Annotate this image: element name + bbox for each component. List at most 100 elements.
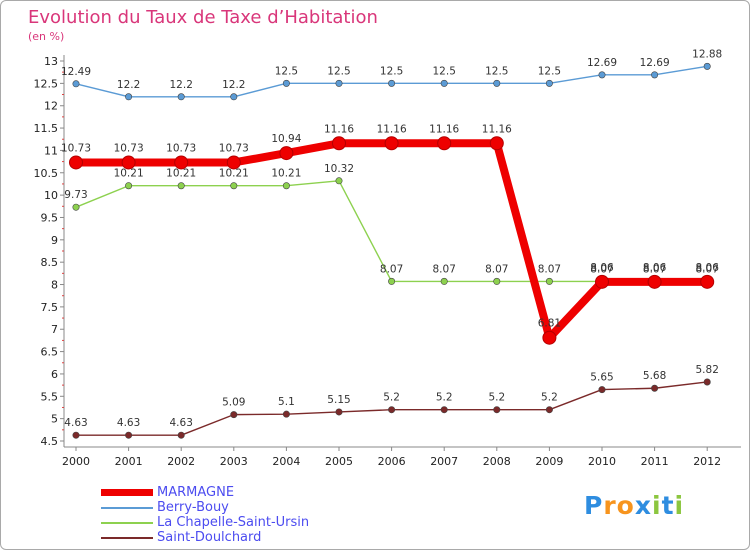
data-label-marmagne: 11.16 xyxy=(377,123,407,135)
data-point-marmagne xyxy=(69,155,83,170)
data-point-la-chapelle-saint-ursin xyxy=(72,203,80,211)
data-point-la-chapelle-saint-ursin xyxy=(282,182,290,190)
data-point-berry-bouy xyxy=(703,62,711,70)
data-label-marmagne: 10.73 xyxy=(61,142,91,154)
legend-label: La Chapelle-Saint-Ursin xyxy=(157,515,310,530)
legend-label: MARMAGNE xyxy=(157,485,235,500)
data-label-berry-bouy: 12.5 xyxy=(275,65,298,77)
x-tick-label: 2010 xyxy=(588,455,616,468)
y-tick-label: 7.5 xyxy=(41,301,59,314)
logo-letter: i xyxy=(674,491,685,520)
y-tick-label: 5.5 xyxy=(41,390,59,403)
logo-letter: i xyxy=(652,491,662,520)
data-point-saint-doulchard xyxy=(440,406,448,414)
data-point-marmagne xyxy=(226,155,241,170)
data-point-marmagne xyxy=(489,136,504,151)
data-point-berry-bouy xyxy=(440,79,448,87)
data-label-la-chapelle-saint-ursin: 10.21 xyxy=(114,168,144,180)
data-label-marmagne: 11.16 xyxy=(324,123,354,135)
data-point-saint-doulchard xyxy=(703,378,711,386)
legend-label: Saint-Doulchard xyxy=(157,530,262,545)
data-point-la-chapelle-saint-ursin xyxy=(230,182,238,190)
logo-letter: P xyxy=(584,491,604,520)
data-point-saint-doulchard xyxy=(493,406,501,414)
data-point-berry-bouy xyxy=(545,79,553,87)
data-label-la-chapelle-saint-ursin: 8.07 xyxy=(538,263,561,275)
data-point-saint-doulchard xyxy=(177,431,185,439)
data-point-la-chapelle-saint-ursin xyxy=(177,182,185,190)
legend-swatch xyxy=(101,489,153,496)
data-label-berry-bouy: 12.2 xyxy=(117,79,140,91)
y-tick-label: 10 xyxy=(44,189,58,202)
data-label-marmagne: 8.06 xyxy=(590,262,614,274)
data-label-saint-doulchard: 5.65 xyxy=(590,372,613,384)
data-point-berry-bouy xyxy=(230,93,238,101)
y-tick-label: 12 xyxy=(44,100,58,113)
data-label-saint-doulchard: 5.09 xyxy=(222,397,245,409)
data-label-berry-bouy: 12.5 xyxy=(485,65,508,77)
data-label-marmagne: 11.16 xyxy=(429,123,459,135)
data-label-marmagne: 10.73 xyxy=(166,142,196,154)
data-label-berry-bouy: 12.2 xyxy=(222,79,245,91)
data-label-marmagne: 8.06 xyxy=(696,262,720,274)
data-label-berry-bouy: 12.5 xyxy=(538,65,561,77)
y-tick-label: 13 xyxy=(44,55,58,68)
x-tick-label: 2002 xyxy=(167,455,195,468)
data-point-saint-doulchard xyxy=(230,411,238,419)
y-tick-label: 9 xyxy=(51,234,58,247)
logo-letter: r xyxy=(603,491,617,520)
x-tick-label: 2011 xyxy=(641,455,669,468)
data-label-berry-bouy: 12.5 xyxy=(433,65,456,77)
chart-subtitle: (en %) xyxy=(28,30,65,43)
y-tick-label: 4.5 xyxy=(41,435,59,448)
x-tick-label: 2006 xyxy=(378,455,406,468)
data-label-saint-doulchard: 4.63 xyxy=(117,417,140,429)
data-point-la-chapelle-saint-ursin xyxy=(125,182,133,190)
data-point-berry-bouy xyxy=(177,93,185,101)
data-point-marmagne xyxy=(279,146,294,161)
data-label-berry-bouy: 12.2 xyxy=(170,79,193,91)
data-point-la-chapelle-saint-ursin xyxy=(440,277,448,285)
data-point-la-chapelle-saint-ursin xyxy=(335,177,343,185)
x-tick-label: 2001 xyxy=(115,455,143,468)
data-point-saint-doulchard xyxy=(388,406,396,414)
data-label-la-chapelle-saint-ursin: 8.07 xyxy=(590,263,613,275)
data-label-marmagne: 11.16 xyxy=(482,123,512,135)
y-tick-label: 8 xyxy=(51,279,58,292)
data-label-la-chapelle-saint-ursin: 8.07 xyxy=(485,263,508,275)
data-point-saint-doulchard xyxy=(282,410,290,418)
data-label-marmagne: 10.73 xyxy=(114,142,144,154)
y-tick-label: 6.5 xyxy=(41,346,59,359)
data-label-marmagne: 10.73 xyxy=(219,142,249,154)
data-label-berry-bouy: 12.49 xyxy=(61,66,91,78)
data-label-saint-doulchard: 5.15 xyxy=(327,394,350,406)
data-point-berry-bouy xyxy=(72,80,80,88)
data-point-la-chapelle-saint-ursin xyxy=(388,277,396,285)
data-label-marmagne: 6.81 xyxy=(538,318,561,330)
data-label-la-chapelle-saint-ursin: 10.21 xyxy=(271,168,301,180)
y-tick-label: 11.5 xyxy=(34,122,59,135)
x-tick-label: 2009 xyxy=(535,455,563,468)
data-label-saint-doulchard: 5.2 xyxy=(541,392,558,404)
data-label-la-chapelle-saint-ursin: 10.32 xyxy=(324,163,354,175)
y-tick-label: 7 xyxy=(51,323,58,336)
x-tick-label: 2005 xyxy=(325,455,353,468)
data-point-berry-bouy xyxy=(125,93,133,101)
legend-swatch xyxy=(101,507,153,509)
y-tick-label: 11 xyxy=(44,144,58,157)
x-tick-label: 2012 xyxy=(693,455,721,468)
y-tick-label: 9.5 xyxy=(41,211,59,224)
data-label-la-chapelle-saint-ursin: 8.07 xyxy=(696,263,719,275)
data-point-la-chapelle-saint-ursin xyxy=(493,277,501,285)
data-point-marmagne xyxy=(174,155,189,170)
data-label-berry-bouy: 12.69 xyxy=(587,57,617,69)
data-point-marmagne xyxy=(384,136,399,151)
data-point-marmagne xyxy=(595,274,609,289)
data-point-marmagne xyxy=(121,155,136,170)
data-point-berry-bouy xyxy=(335,79,343,87)
y-tick-label: 12.5 xyxy=(34,77,59,90)
data-point-berry-bouy xyxy=(388,79,396,87)
x-tick-label: 2008 xyxy=(483,455,511,468)
